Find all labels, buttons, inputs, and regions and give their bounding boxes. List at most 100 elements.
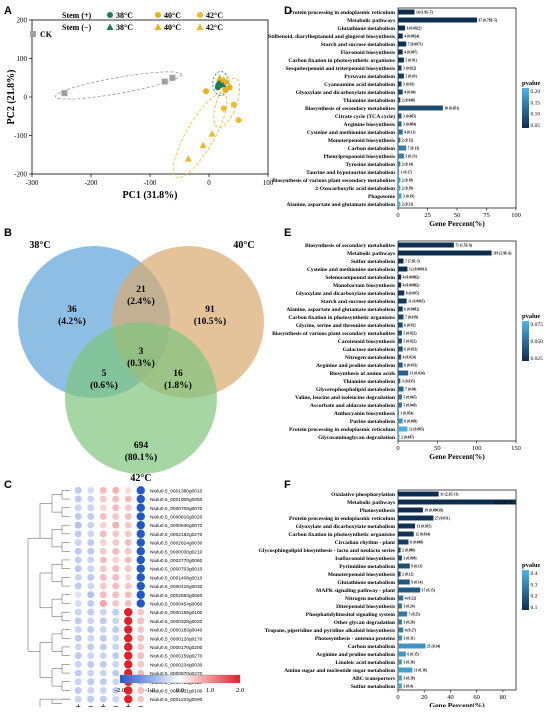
- f-pvalue-tick-label: 0.1: [531, 605, 538, 611]
- heatmap-cell: [112, 547, 120, 555]
- heatmap-cell: [136, 555, 145, 565]
- d-bar-annotation: 7 (0.0071): [408, 43, 424, 47]
- e-bar-annotation: 4 (0.00062): [403, 276, 421, 280]
- legend-temp-label: 42°C: [206, 23, 223, 32]
- heatmap-cell: [124, 607, 133, 617]
- dendrogram-branch: [39, 572, 52, 609]
- dendrogram-branch: [51, 668, 62, 687]
- heatmap-cell: [99, 687, 107, 694]
- f-bar-label: Pyrimidine metabolism: [339, 564, 395, 570]
- d-x-tick-label: 50: [454, 212, 461, 219]
- f-bar: [398, 531, 414, 537]
- f-x-axis-label: Gene Percent(%): [429, 701, 485, 707]
- enrichment-chart-d: Protein processing in endoplasmic reticu…: [268, 7, 541, 228]
- legend-temp-label: 40°C: [164, 23, 181, 32]
- e-x-tick-label: 100: [472, 445, 482, 452]
- d-bar-annotation: 3 (0.065): [403, 115, 417, 119]
- e-pvalue-tick-label: 0.075: [531, 322, 544, 328]
- d-bar-label: Thiamine metabolism: [343, 98, 395, 104]
- e-bar: [398, 418, 403, 424]
- d-bar: [398, 145, 407, 151]
- heatmap-cell: [87, 556, 95, 564]
- e-bar-label: Carotenoid biosynthesis: [338, 339, 396, 345]
- e-bar-label: Biosynthesis of various plant secondary …: [272, 331, 396, 337]
- heatmap-row-label: Niulu0.5_0000128g0170: [150, 636, 203, 642]
- y-tick-label: 0: [24, 94, 28, 102]
- f-bar: [398, 499, 516, 505]
- heatmap-cell: [112, 634, 120, 642]
- e-bar: [398, 426, 408, 432]
- heatmap-cell: [136, 512, 145, 521]
- heatmap-cell: [87, 573, 95, 581]
- legend-circle-marker: [107, 12, 113, 18]
- heatmap-cell: [99, 504, 107, 512]
- heatmap-cell: [124, 625, 133, 634]
- panel-label-a: A: [4, 5, 12, 17]
- e-bar-annotation: 7 (7.9E-5): [405, 260, 421, 264]
- heatmap-cell: [112, 486, 120, 494]
- heatmap-column-sign: +: [126, 702, 131, 708]
- f-bar-annotation: 223 (3.2E-7): [494, 501, 513, 505]
- point-circle: [235, 117, 242, 124]
- y-tick-label: -200: [14, 171, 27, 179]
- dendrogram-branch: [51, 598, 62, 617]
- point-triangle: [214, 78, 222, 86]
- heatmap-cell: [99, 582, 107, 590]
- dendrogram-branch: [61, 507, 70, 517]
- e-bar: [398, 362, 403, 368]
- venn-count-only40: 91: [205, 305, 215, 315]
- e-bar-label: Purine metabolism: [350, 419, 396, 425]
- f-bar-annotation: 4 (0.27): [405, 629, 417, 633]
- heatmap-cell: [87, 591, 95, 599]
- e-bar-annotation: 5 (0.049): [403, 404, 417, 408]
- dendrogram-branch: [51, 633, 62, 652]
- f-bar-label: Linoleic acid metabolism: [335, 660, 395, 666]
- y-tick-label: -100: [14, 132, 27, 140]
- e-bar-label: Alanine, aspartate and glutamate metabol…: [286, 307, 395, 313]
- point-circle: [214, 84, 221, 91]
- e-bar: [398, 346, 403, 352]
- heatmap-cell: [99, 556, 107, 564]
- panel-label-c: C: [4, 479, 12, 491]
- x-tick-label: -100: [144, 179, 157, 187]
- heatmap-cell: [87, 652, 95, 660]
- heatmap-cell: [112, 530, 120, 538]
- f-bar-label: Glutathione metabolism: [337, 580, 395, 586]
- d-x-tick-label: 75: [483, 212, 490, 219]
- heatmap-cell: [99, 539, 107, 546]
- heatmap-cell: [124, 565, 132, 573]
- e-bar-label: Glycerophospholipid metabolism: [316, 387, 395, 393]
- heatmap-cell: [124, 530, 132, 538]
- heatmap-cell: [124, 642, 133, 652]
- heatmap-cell: [99, 695, 107, 703]
- heatmap-cell: [124, 539, 132, 547]
- heatmap-cell: [74, 660, 82, 668]
- f-bar-annotation: 2 (0.088): [402, 549, 416, 553]
- heatmap-cell: [99, 565, 107, 573]
- d-bar-label: Alanine, aspartate and glutamate metabol…: [286, 202, 395, 208]
- e-x-tick-label: 50: [434, 445, 441, 452]
- f-bar: [398, 507, 423, 513]
- heatmap-row-label: Niulu0.5_0000170g0200: [150, 645, 203, 651]
- heatmap-cell: [136, 520, 145, 530]
- f-bar: [398, 675, 402, 681]
- f-bar-annotation: 3 (0.26): [403, 621, 415, 625]
- f-bar-annotation: 9 (0.14): [411, 581, 423, 585]
- d-bar-annotation: 67 (0.78E-5): [479, 19, 498, 23]
- heatmap-cell: [137, 643, 145, 651]
- f-bar: [398, 595, 404, 601]
- panel-label-f: F: [284, 479, 291, 491]
- point-circle: [222, 87, 229, 94]
- venn-count-40_42: 16: [173, 369, 183, 379]
- heatmap-cell: [124, 660, 133, 669]
- heatmap-cell: [87, 634, 95, 642]
- f-bar: [398, 523, 416, 529]
- heatmap-cell: [112, 660, 120, 668]
- f-bar: [398, 603, 402, 609]
- heatmap-cell: [112, 652, 120, 660]
- ellipse-42: [172, 92, 228, 179]
- d-x-tick-label: 25: [424, 212, 431, 219]
- e-bar: [398, 266, 408, 272]
- f-pvalue-colorbar: [522, 570, 529, 610]
- f-x-tick-label: 40: [447, 694, 454, 701]
